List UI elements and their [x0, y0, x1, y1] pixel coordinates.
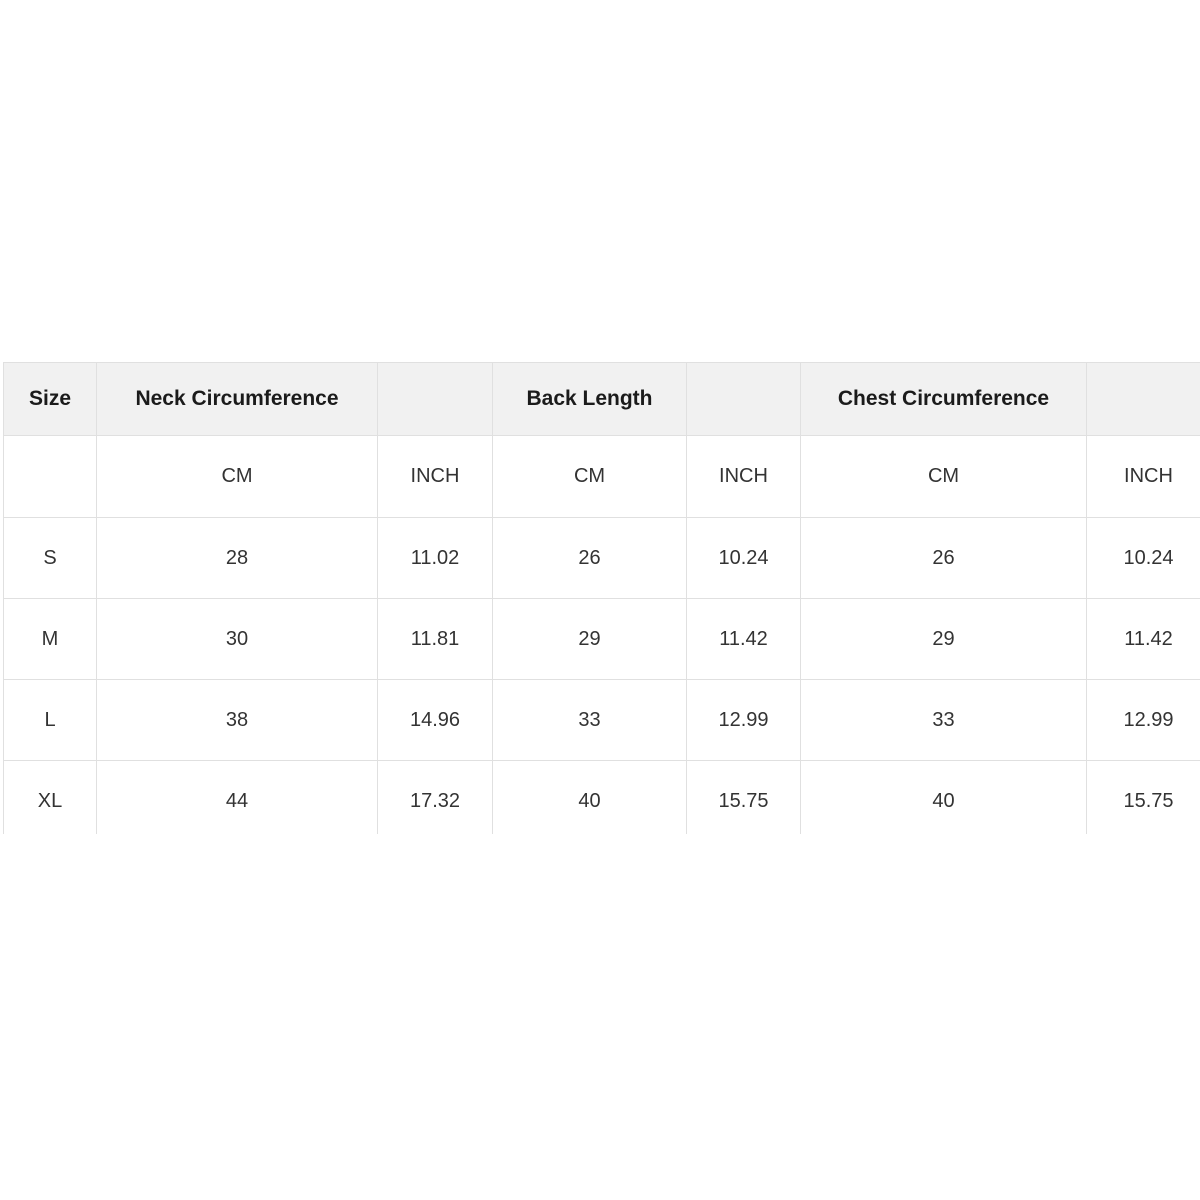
header-cell-size: Size: [3, 362, 97, 436]
size-label: M: [3, 598, 97, 680]
back-cm-value: 40: [492, 760, 687, 834]
back-cm-value: 29: [492, 598, 687, 680]
back-inch-value: 15.75: [686, 760, 801, 834]
table-units-row: CM INCH CM INCH CM INCH: [3, 435, 1200, 518]
header-cell-empty-3: [1086, 362, 1200, 436]
chest-inch-value: 12.99: [1086, 679, 1200, 761]
neck-cm-value: 44: [96, 760, 378, 834]
back-cm-value: 26: [492, 517, 687, 599]
table-row-xl: XL 44 17.32 40 15.75 40 15.75: [3, 760, 1200, 834]
unit-cell-neck-cm: CM: [96, 435, 378, 518]
chest-inch-value: 15.75: [1086, 760, 1200, 834]
header-cell-empty-2: [686, 362, 801, 436]
header-cell-chest-circumference: Chest Circumference: [800, 362, 1087, 436]
table-row-s: S 28 11.02 26 10.24 26 10.24: [3, 517, 1200, 599]
unit-cell-empty: [3, 435, 97, 518]
header-cell-back-length: Back Length: [492, 362, 687, 436]
size-chart-table-container: Size Neck Circumference Back Length Ches…: [3, 362, 1200, 834]
header-cell-neck-circumference: Neck Circumference: [96, 362, 378, 436]
back-cm-value: 33: [492, 679, 687, 761]
unit-cell-back-inch: INCH: [686, 435, 801, 518]
size-label: XL: [3, 760, 97, 834]
table-header-row: Size Neck Circumference Back Length Ches…: [3, 362, 1200, 436]
unit-cell-chest-inch: INCH: [1086, 435, 1200, 518]
unit-cell-back-cm: CM: [492, 435, 687, 518]
chest-cm-value: 33: [800, 679, 1087, 761]
chest-cm-value: 29: [800, 598, 1087, 680]
neck-cm-value: 38: [96, 679, 378, 761]
neck-inch-value: 14.96: [377, 679, 493, 761]
neck-inch-value: 17.32: [377, 760, 493, 834]
back-inch-value: 11.42: [686, 598, 801, 680]
size-chart-table: Size Neck Circumference Back Length Ches…: [3, 362, 1200, 834]
chest-cm-value: 26: [800, 517, 1087, 599]
neck-inch-value: 11.81: [377, 598, 493, 680]
back-inch-value: 10.24: [686, 517, 801, 599]
size-label: S: [3, 517, 97, 599]
neck-cm-value: 28: [96, 517, 378, 599]
neck-cm-value: 30: [96, 598, 378, 680]
size-label: L: [3, 679, 97, 761]
neck-inch-value: 11.02: [377, 517, 493, 599]
unit-cell-chest-cm: CM: [800, 435, 1087, 518]
chest-inch-value: 11.42: [1086, 598, 1200, 680]
chest-inch-value: 10.24: [1086, 517, 1200, 599]
header-cell-empty-1: [377, 362, 493, 436]
table-row-l: L 38 14.96 33 12.99 33 12.99: [3, 679, 1200, 761]
back-inch-value: 12.99: [686, 679, 801, 761]
chest-cm-value: 40: [800, 760, 1087, 834]
table-row-m: M 30 11.81 29 11.42 29 11.42: [3, 598, 1200, 680]
unit-cell-neck-inch: INCH: [377, 435, 493, 518]
